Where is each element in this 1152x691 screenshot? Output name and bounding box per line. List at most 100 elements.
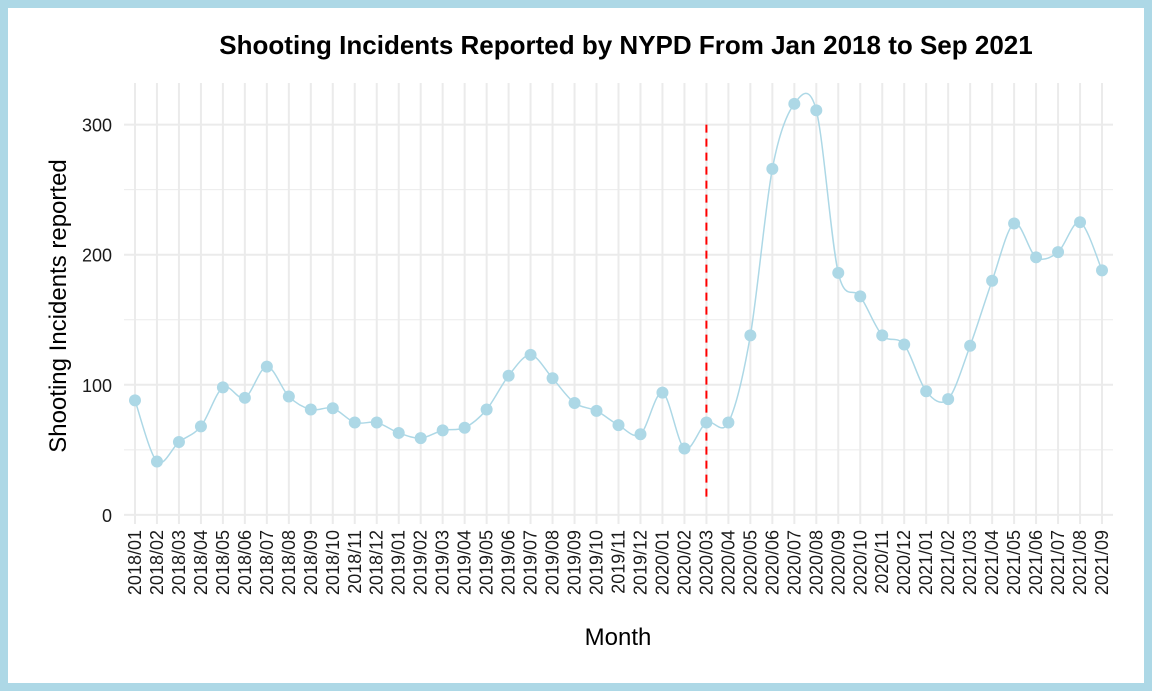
x-tick-label: 2018/04 [191,530,211,595]
x-tick-label: 2018/06 [235,530,255,595]
x-tick-label: 2021/07 [1048,530,1068,595]
chart-frame: 0 100 200 300 2018/01 2018/02 2018/03 2018/04 2… [8,8,1144,683]
data-point [502,369,515,382]
data-point [722,416,735,429]
data-point [326,402,339,415]
data-point [986,274,999,287]
data-point [194,420,207,433]
x-tick-label: 2018/07 [257,530,277,595]
data-point [216,381,229,394]
data-point [128,394,141,407]
data-point [370,416,383,429]
x-tick-label: 2019/06 [499,530,519,595]
y-tick-label: 300 [82,116,112,136]
x-tick-label: 2021/03 [960,530,980,595]
x-tick-label: 2019/05 [477,530,497,595]
data-point [282,390,295,403]
x-tick-label: 2018/09 [301,530,321,595]
data-point [1096,264,1109,277]
data-point [832,266,845,279]
data-point [810,104,823,117]
data-point [260,360,273,373]
data-point [854,290,867,303]
x-tick-label: 2019/01 [389,530,409,595]
data-point [1008,217,1021,230]
data-point [1052,246,1065,259]
x-tick-label: 2019/12 [630,530,650,595]
x-axis-title: Month [585,624,652,651]
x-tick-label: 2020/11 [872,530,892,594]
x-tick-label: 2020/01 [652,530,672,595]
y-axis-ticks: 0 100 200 300 [82,116,112,526]
x-tick-label: 2018/01 [125,530,145,595]
chart-title: Shooting Incidents Reported by NYPD From… [219,30,1032,60]
x-tick-label: 2019/03 [433,530,453,595]
data-point [788,97,801,110]
x-tick-label: 2018/10 [323,530,343,595]
data-point [458,421,471,434]
series-layer [128,92,1109,468]
data-point [678,442,691,455]
x-tick-label: 2020/06 [762,530,782,595]
x-tick-label: 2020/08 [806,530,826,595]
x-tick-label: 2019/09 [565,530,585,595]
x-tick-label: 2020/12 [894,530,914,595]
x-tick-label: 2021/08 [1070,530,1090,595]
x-tick-label: 2021/05 [1004,530,1024,595]
data-point [1030,251,1043,264]
data-point [304,403,317,416]
data-point [348,416,361,429]
x-tick-label: 2021/01 [916,530,936,595]
x-tick-label: 2018/03 [169,530,189,595]
data-point [238,391,251,404]
data-point [942,393,955,406]
data-point [634,428,647,441]
data-point [766,162,779,175]
x-tick-label: 2018/08 [279,530,299,595]
x-tick-label: 2020/07 [784,530,804,595]
data-point [700,416,713,429]
x-axis-ticks: 2018/01 2018/02 2018/03 2018/04 2018/05 2018/… [125,530,1112,595]
x-tick-label: 2020/05 [740,530,760,595]
x-tick-label: 2020/09 [828,530,848,595]
data-point [612,419,625,432]
data-point [172,436,185,449]
x-tick-label: 2021/04 [982,530,1002,595]
data-point [480,403,493,416]
data-point [656,386,669,399]
x-tick-label: 2018/05 [213,530,233,595]
x-tick-label: 2021/09 [1092,530,1112,595]
y-axis-title: Shooting Incidents reported [45,159,72,453]
data-point [392,426,405,439]
data-point [964,339,977,352]
grid [124,83,1113,524]
data-point [546,372,559,385]
data-point [436,424,449,437]
data-point [876,329,889,342]
y-tick-label: 200 [82,246,112,266]
x-tick-label: 2019/10 [587,530,607,595]
x-tick-label: 2020/02 [674,530,694,595]
data-point [414,432,427,445]
data-point [898,338,911,351]
data-point [568,397,581,410]
x-tick-label: 2021/06 [1026,530,1046,595]
x-tick-label: 2019/08 [543,530,563,595]
x-tick-label: 2019/11 [609,530,629,594]
data-point [590,404,603,417]
y-tick-label: 100 [82,376,112,396]
data-point [524,348,537,361]
x-tick-label: 2018/02 [147,530,167,595]
x-tick-label: 2019/02 [411,530,431,595]
y-tick-label: 0 [102,506,112,526]
data-point [920,385,933,398]
x-tick-label: 2020/10 [850,530,870,595]
x-tick-label: 2019/04 [455,530,475,595]
data-point [150,455,163,468]
x-tick-label: 2018/12 [367,530,387,595]
data-point [744,329,757,342]
data-point [1074,216,1087,229]
x-tick-label: 2019/07 [521,530,541,595]
x-tick-label: 2020/03 [696,530,716,595]
